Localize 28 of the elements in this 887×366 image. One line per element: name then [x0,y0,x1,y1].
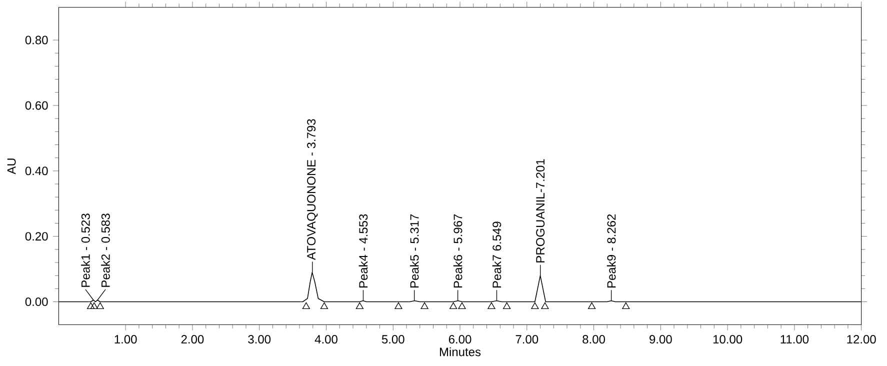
x-tick-label: 4.00 [314,335,338,344]
x-tick-label: 11.00 [780,335,809,344]
x-tick-label: 5.00 [382,335,404,344]
annotation: Peak5 - 5.317 [410,214,419,288]
x-tick-label: 1.00 [114,335,137,344]
x-tick-label: 7.00 [516,335,538,344]
y-tick-label: 0.20 [25,232,48,241]
y-tick-label: 0.40 [25,166,48,176]
x-tick-label: 6.00 [448,335,472,344]
x-tick-label: 9.00 [650,335,672,344]
annotation: ATOVAQUONONE - 3.793 [307,119,318,260]
annotation: Peak1 - 0.523 [81,214,90,287]
x-tick-label: 3.00 [248,335,271,344]
annotation: Peak7 6.549 [492,222,502,288]
x-tick-label: 2.00 [181,335,204,344]
annotation: Peak2 - 0.583 [101,214,110,287]
y-tick-label: 0.00 [25,298,48,306]
x-axis-title: Minutes [440,347,481,356]
annotation: PROGUANIL-7.201 [536,159,545,262]
annotation: Peak9 - 8.262 [606,214,616,288]
y-axis-title: AU [7,158,16,174]
annotation: Peak6 - 5.967 [453,214,462,288]
y-tick-label: 0.80 [25,36,48,44]
annotation: Peak4 - 4.553 [358,214,368,288]
y-tick-label: 0.60 [25,101,48,110]
x-tick-label: 8.00 [582,335,605,344]
x-tick-label: 12.00 [847,335,876,344]
x-tick-label: 10.00 [713,335,742,344]
